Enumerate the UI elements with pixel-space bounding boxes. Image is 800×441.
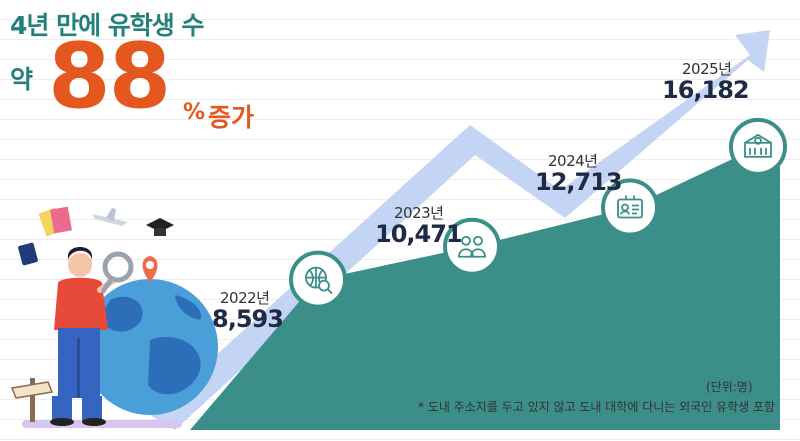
signpost-icon — [10, 378, 54, 422]
passport-icon — [18, 242, 38, 266]
data-point-marker — [289, 250, 347, 309]
location-pin-icon — [142, 256, 158, 282]
graduation-cap-icon — [146, 218, 174, 236]
data-point-marker — [729, 117, 787, 176]
growth-arrow — [150, 30, 770, 430]
university-building-icon — [744, 133, 772, 158]
books-icon — [38, 206, 72, 237]
headline-suffix: 증가 — [208, 103, 255, 132]
data-point-marker — [443, 217, 501, 276]
area-series — [180, 146, 780, 430]
footnote: * 도내 주소지를 두고 있지 않고 도내 대학에 다니는 외국인 유학생 포함 — [418, 400, 776, 414]
people-icon — [458, 235, 486, 258]
value-label: 8,593 — [212, 305, 284, 333]
value-label: 12,713 — [535, 168, 623, 196]
globe-illustration — [82, 279, 218, 415]
headline-number: 88 — [48, 24, 171, 129]
value-label: 10,471 — [375, 220, 463, 248]
airplane-icon — [92, 208, 128, 226]
year-label: 2023년 — [394, 204, 444, 222]
year-label: 2025년 — [682, 60, 732, 78]
globe-search-icon — [305, 266, 333, 295]
value-label: 16,182 — [662, 76, 750, 104]
year-label: 2022년 — [220, 289, 270, 307]
year-label: 2024년 — [548, 152, 598, 170]
headline-title: 4년 만에 유학생 수 — [10, 11, 205, 40]
magnifier-icon — [100, 251, 134, 294]
person-illustration — [50, 247, 117, 426]
id-card-icon — [617, 195, 643, 219]
headline-percent: % — [183, 100, 206, 125]
headline-prefix: 약 — [10, 65, 34, 94]
data-point-marker — [601, 178, 659, 237]
unit-label: (단위:명) — [706, 380, 753, 394]
student-illustration — [10, 206, 218, 428]
